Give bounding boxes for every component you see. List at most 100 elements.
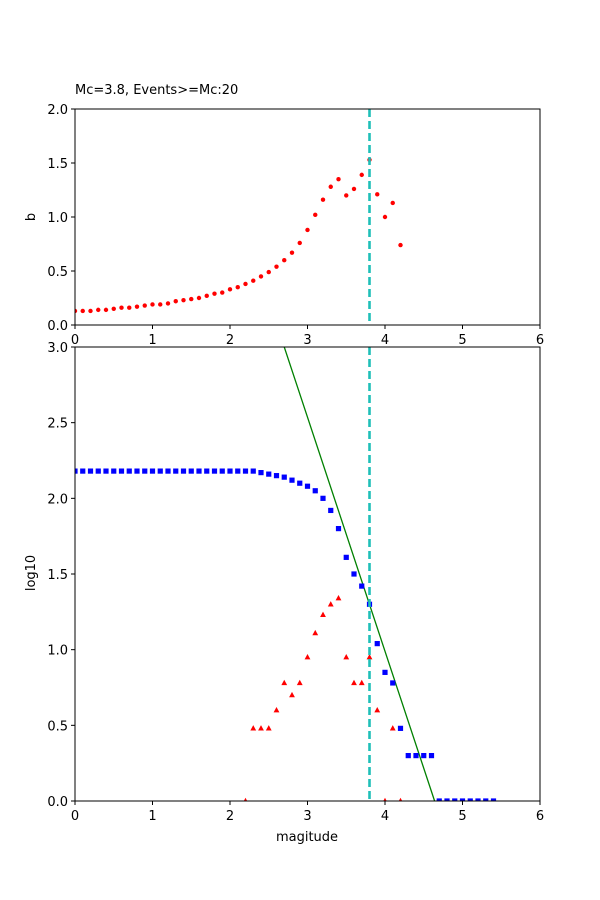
data-point — [413, 753, 419, 759]
data-point — [390, 680, 396, 686]
data-point — [158, 302, 163, 307]
y-tick-label: 1.0 — [47, 644, 68, 659]
bottom-x-axis-label: magitude — [276, 830, 338, 845]
data-point — [75, 468, 78, 474]
data-point — [343, 654, 350, 660]
plot-area — [75, 347, 497, 801]
data-point — [304, 654, 311, 660]
data-point — [80, 468, 86, 474]
y-tick-label: 1.5 — [47, 157, 68, 172]
data-point — [312, 488, 318, 494]
data-point — [134, 468, 140, 474]
data-point — [312, 629, 319, 636]
data-point — [313, 212, 318, 218]
data-point — [250, 725, 257, 731]
data-point — [444, 798, 450, 801]
data-point — [305, 227, 310, 233]
axes-frame — [74, 346, 541, 802]
data-point — [150, 302, 155, 307]
x-tick-label: 5 — [458, 333, 466, 348]
y-tick-label: 3.0 — [47, 341, 68, 356]
data-point — [227, 468, 233, 474]
data-point — [304, 483, 311, 489]
data-point — [344, 193, 349, 198]
data-point — [266, 269, 271, 275]
data-point — [118, 468, 125, 474]
data-point — [351, 679, 357, 686]
data-point — [320, 611, 326, 618]
data-point — [383, 797, 387, 801]
x-tick-label: 3 — [303, 333, 311, 348]
data-point — [196, 295, 202, 301]
data-point — [204, 468, 210, 474]
data-point — [127, 305, 132, 310]
data-point — [297, 240, 302, 246]
data-point — [219, 468, 225, 474]
data-point — [258, 725, 264, 731]
data-point — [157, 468, 163, 474]
y-tick-label: 1.0 — [47, 211, 68, 226]
axes-frame — [74, 108, 541, 326]
data-point — [389, 725, 396, 731]
fit-line — [283, 347, 436, 801]
data-point — [475, 798, 481, 801]
data-point — [374, 707, 381, 713]
data-point — [335, 595, 342, 601]
data-point — [235, 468, 241, 474]
data-point — [382, 214, 388, 220]
x-tick-label: 4 — [381, 333, 389, 348]
top-y-axis-label: b — [24, 213, 39, 221]
bottom-y-axis-label: log10 — [24, 555, 39, 591]
data-point — [398, 242, 403, 248]
x-tick-label: 6 — [536, 809, 544, 824]
data-point — [282, 258, 287, 263]
x-tick-label: 0 — [71, 333, 79, 348]
data-point — [359, 583, 365, 589]
data-point — [96, 307, 101, 313]
data-point — [250, 468, 256, 474]
y-tick-label: 2.0 — [47, 103, 68, 118]
data-point — [204, 293, 209, 299]
data-point — [142, 303, 147, 308]
data-point — [274, 264, 279, 269]
data-point — [242, 468, 249, 474]
data-point — [165, 468, 171, 474]
data-point — [87, 468, 94, 474]
data-point — [359, 172, 364, 178]
data-point — [142, 468, 148, 474]
data-point — [235, 285, 240, 290]
data-point — [289, 477, 295, 483]
data-point — [490, 798, 497, 801]
data-point — [75, 308, 78, 314]
data-point — [390, 200, 395, 206]
data-point — [126, 468, 132, 474]
data-point — [173, 468, 179, 474]
y-tick-label: 0.5 — [47, 719, 68, 734]
data-point — [266, 471, 272, 477]
plot-area — [75, 157, 403, 314]
data-point — [428, 753, 435, 759]
data-point — [134, 304, 140, 309]
data-point — [397, 725, 404, 731]
data-point — [111, 468, 117, 474]
data-point — [436, 798, 442, 801]
data-point — [459, 798, 466, 801]
x-tick-label: 0 — [71, 809, 79, 824]
data-point — [196, 468, 202, 474]
data-point — [189, 296, 194, 302]
y-tick-label: 2.0 — [47, 492, 68, 507]
data-point — [374, 641, 380, 647]
data-point — [273, 473, 280, 479]
log10-panel: log10 magitude 0 1 2 3 4 5 6 0.0 0.5 1.0 1.5 2.0 2.5… — [24, 341, 544, 845]
data-point — [281, 679, 288, 686]
data-point — [227, 287, 233, 292]
x-tick-label: 2 — [226, 809, 234, 824]
data-point — [80, 308, 85, 314]
data-point — [336, 177, 341, 182]
data-point — [452, 798, 458, 801]
data-point — [258, 274, 264, 279]
data-point — [188, 468, 194, 474]
data-point — [265, 725, 272, 731]
data-point — [103, 307, 109, 313]
y-tick-label: 2.5 — [47, 417, 68, 432]
